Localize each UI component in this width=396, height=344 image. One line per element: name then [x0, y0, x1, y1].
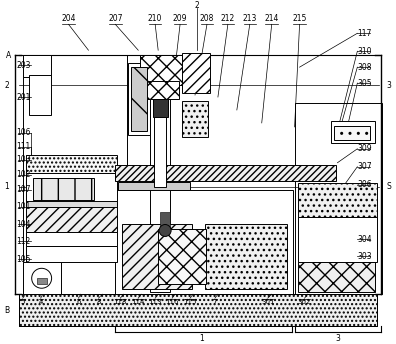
Text: 8: 8	[96, 299, 101, 305]
Bar	[118, 182, 190, 190]
Bar	[335, 126, 370, 140]
Text: 301: 301	[261, 299, 274, 305]
Bar	[150, 63, 170, 292]
Text: 102: 102	[16, 170, 31, 179]
Text: 116: 116	[166, 299, 179, 305]
Text: 114: 114	[131, 299, 145, 305]
Text: 204: 204	[61, 14, 76, 23]
Text: B: B	[4, 305, 10, 315]
Text: 103: 103	[16, 155, 31, 164]
Bar	[26, 233, 117, 246]
Text: 201: 201	[16, 93, 31, 101]
Bar	[160, 212, 170, 229]
Bar	[122, 225, 192, 289]
Text: 215: 215	[292, 14, 307, 23]
Text: 307: 307	[357, 162, 372, 171]
Text: 2: 2	[194, 1, 199, 10]
Bar	[295, 103, 382, 294]
Text: 118: 118	[114, 299, 127, 305]
Bar	[205, 225, 287, 289]
Bar	[26, 201, 117, 206]
Text: A: A	[6, 51, 11, 60]
Text: S: S	[387, 182, 392, 191]
Text: 309: 309	[357, 144, 372, 153]
Text: 214: 214	[265, 14, 279, 23]
Text: 111: 111	[17, 142, 31, 151]
Bar	[26, 246, 117, 262]
Bar	[115, 165, 337, 181]
Text: 306: 306	[357, 180, 372, 189]
Text: 104: 104	[16, 220, 31, 229]
Text: 115: 115	[183, 299, 197, 305]
Text: 5: 5	[21, 299, 25, 305]
Bar	[182, 101, 208, 137]
Text: 105: 105	[16, 255, 31, 264]
Bar	[23, 55, 127, 294]
Text: 112: 112	[17, 237, 31, 246]
Bar	[128, 63, 150, 135]
Text: 106: 106	[16, 128, 31, 137]
Text: 113: 113	[148, 299, 162, 305]
Bar	[131, 67, 147, 131]
Bar	[153, 99, 168, 117]
Text: 2: 2	[4, 80, 9, 89]
Bar	[297, 183, 377, 216]
Bar	[37, 278, 47, 284]
Bar	[140, 55, 182, 85]
Text: 308: 308	[357, 63, 372, 72]
Text: 302: 302	[298, 299, 311, 305]
Bar	[29, 75, 51, 115]
Text: 117: 117	[357, 29, 372, 38]
Text: 101: 101	[16, 202, 31, 211]
Bar	[154, 117, 166, 187]
Text: 209: 209	[173, 14, 187, 23]
Bar	[115, 190, 293, 294]
Text: 107: 107	[16, 185, 31, 194]
Text: 7: 7	[213, 299, 217, 305]
Bar	[33, 178, 94, 200]
Bar	[23, 55, 51, 77]
Bar	[26, 206, 117, 233]
Text: 207: 207	[108, 14, 123, 23]
Text: 1: 1	[200, 334, 204, 343]
Bar	[19, 294, 377, 326]
Text: 304: 304	[357, 235, 372, 244]
Text: 4: 4	[38, 299, 43, 305]
Text: 212: 212	[221, 14, 235, 23]
Bar	[182, 53, 210, 93]
Bar	[297, 262, 375, 292]
Text: 6: 6	[76, 299, 81, 305]
Circle shape	[159, 225, 171, 236]
Bar	[297, 216, 377, 262]
Bar	[331, 121, 375, 143]
Text: 305: 305	[357, 78, 372, 88]
Bar	[158, 229, 206, 284]
Bar	[23, 262, 61, 294]
Text: 203: 203	[16, 61, 31, 69]
Bar	[26, 173, 117, 205]
Text: 208: 208	[200, 14, 214, 23]
Bar	[26, 155, 117, 173]
Text: 3: 3	[335, 334, 340, 343]
Text: 1: 1	[4, 182, 9, 191]
Text: 310: 310	[357, 47, 372, 56]
Text: 210: 210	[148, 14, 162, 23]
Text: 3: 3	[387, 80, 392, 89]
Bar	[143, 81, 179, 99]
Text: 213: 213	[243, 14, 257, 23]
Text: 303: 303	[357, 252, 372, 261]
Bar	[19, 294, 377, 326]
